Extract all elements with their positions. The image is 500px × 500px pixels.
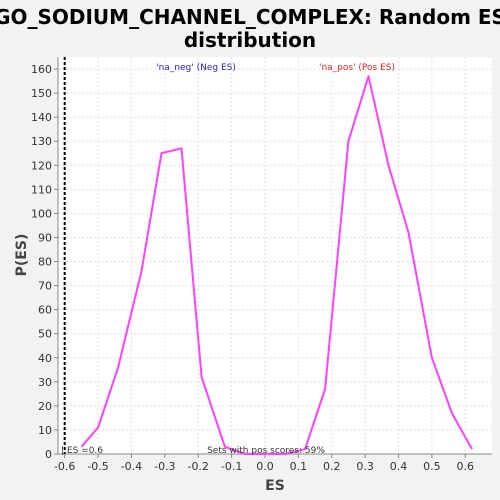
- y-tick-label: 120: [31, 159, 52, 172]
- y-tick-label: 160: [31, 63, 52, 76]
- x-tick-label: -0.6: [54, 460, 75, 473]
- x-tick-label: 0.1: [290, 460, 308, 473]
- y-tick-label: 90: [38, 231, 52, 244]
- y-tick-label: 20: [38, 400, 52, 413]
- x-tick-label: -0.5: [87, 460, 108, 473]
- x-tick-label: 0.4: [390, 460, 408, 473]
- neg-es-annotation: 'na_neg' (Neg ES): [156, 63, 236, 73]
- y-tick-label: 70: [38, 280, 52, 293]
- y-tick-label: 10: [38, 424, 52, 437]
- es-reference-label: | ES =0.6: [61, 446, 103, 456]
- x-tick-label: 0.0: [256, 460, 274, 473]
- pos-es-annotation: 'na_pos' (Pos ES): [319, 63, 395, 73]
- y-tick-label: 50: [38, 328, 52, 341]
- x-tick-label: 0.6: [457, 460, 475, 473]
- x-tick-label: 0.3: [356, 460, 374, 473]
- x-tick-label: 0.2: [323, 460, 341, 473]
- y-tick-label: 140: [31, 111, 52, 124]
- tick-labels: -0.6 -0.5 -0.4 -0.3 -0.2 -0.1 0.0 0.1 0.2 0.3 0.4 0…: [31, 63, 474, 473]
- series: [80, 75, 473, 455]
- pos-scores-annotation: Sets with pos scores: 59%: [207, 446, 325, 456]
- y-tick-label: 30: [38, 376, 52, 389]
- x-tick-label: -0.1: [221, 460, 242, 473]
- y-tick-label: 60: [38, 304, 52, 317]
- chart-title-line1: GO_SODIUM_CHANNEL_COMPLEX: Random ES: [0, 5, 500, 29]
- y-tick-label: 0: [45, 448, 52, 461]
- x-tick-label: -0.2: [187, 460, 208, 473]
- y-tick-label: 100: [31, 207, 52, 220]
- y-tick-label: 40: [38, 352, 52, 365]
- y-tick-label: 130: [31, 135, 52, 148]
- plot-area: [58, 57, 492, 454]
- grid: [58, 57, 492, 455]
- y-axis-label: P(ES): [14, 234, 30, 277]
- x-tick-label: 0.5: [423, 460, 441, 473]
- x-axis-label: ES: [265, 478, 285, 494]
- series-line: [80, 75, 473, 455]
- x-tick-label: -0.3: [154, 460, 175, 473]
- y-tick-label: 110: [31, 183, 52, 196]
- y-tick-label: 80: [38, 256, 52, 269]
- chart-title-line2: distribution: [184, 28, 316, 52]
- y-tick-label: 150: [31, 87, 52, 100]
- x-tick-label: -0.4: [121, 460, 142, 473]
